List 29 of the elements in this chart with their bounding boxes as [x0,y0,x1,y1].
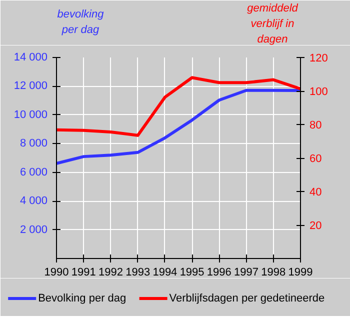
y-tick-label: 8 000 [20,138,48,150]
x-tick-label: 1995 [180,266,204,278]
x-tick-label: 1994 [152,266,178,278]
x-tick-label: 1997 [234,266,259,278]
y2-tick-label: 20 [310,220,322,232]
x-tick-label: 1990 [44,266,69,278]
x-tick-label: 1991 [71,266,96,278]
legend-label: Bevolking per dag [38,292,126,304]
y2-tick-label: 60 [310,153,322,165]
line-series [56,88,300,165]
y2-tick-label: 100 [310,86,328,98]
line-series [56,76,300,137]
y-tick-label: 10 000 [14,108,48,121]
x-tick-label: 1998 [261,266,286,278]
y2-axis-title: gemiddeld verblijf in dagen [247,2,299,46]
x-tick-label: 1993 [126,266,150,278]
y2-tick-label: 120 [310,52,328,64]
x-tick-label: 1996 [206,266,232,278]
y-tick-label: 14 000 [14,52,48,64]
y-tick-label: 4 000 [20,195,48,208]
y2-tick-label: 40 [310,186,322,198]
y-axis-title: bevolking per dag [57,8,105,36]
legend-label: Verblijfsdagen per gedetineerde [169,292,325,304]
y-tick-label: 2 000 [20,224,48,236]
x-tick-label: 1999 [288,266,313,278]
y-tick-label: 6 000 [20,166,48,178]
x-tick-label: 1992 [98,266,123,278]
y-tick-label: 12 000 [14,80,48,92]
y2-tick-label: 80 [310,120,322,132]
